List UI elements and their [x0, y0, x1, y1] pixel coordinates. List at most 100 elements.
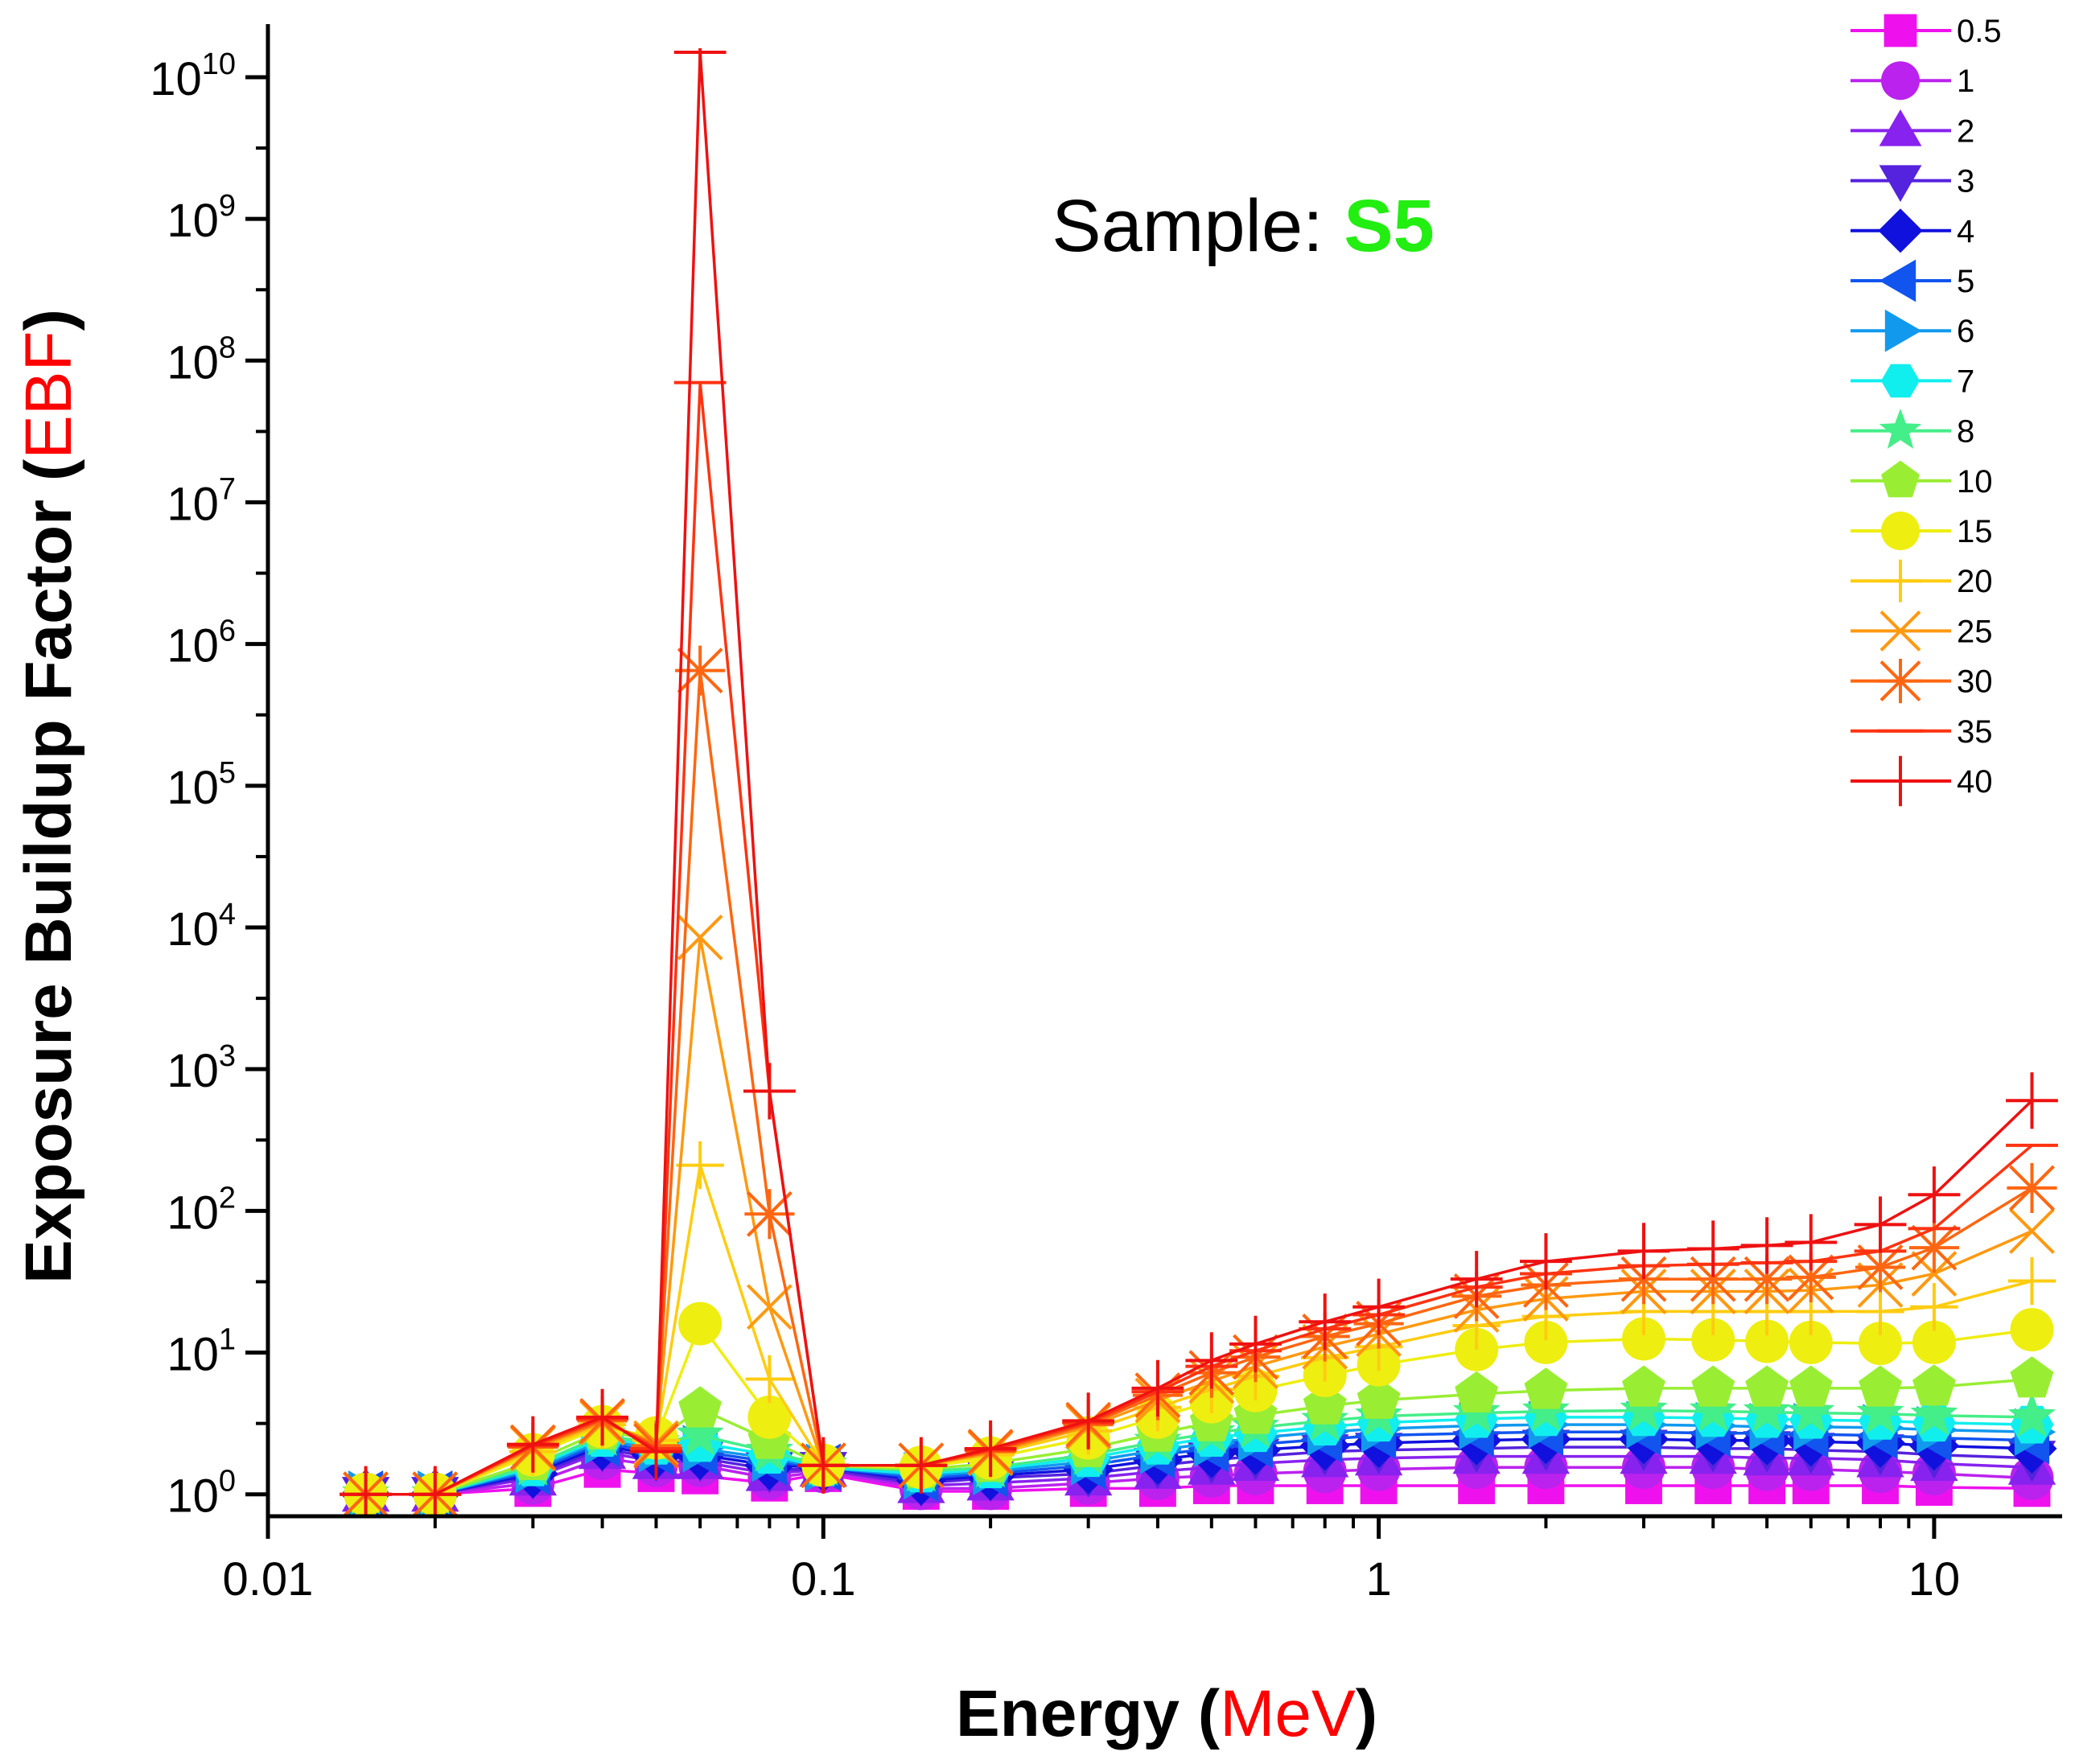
marker — [1455, 1327, 1499, 1371]
y-tick-base: 10 — [167, 1470, 219, 1523]
y-tick-exponent: 3 — [219, 1039, 236, 1073]
legend-label: 4 — [1957, 214, 1974, 249]
marker — [1524, 1367, 1568, 1409]
marker — [1785, 1214, 1838, 1271]
marker — [743, 1063, 796, 1120]
marker — [1621, 1317, 1665, 1361]
legend-label: 25 — [1957, 614, 1993, 649]
y-tick-base: 10 — [167, 1186, 219, 1239]
marker — [1912, 1320, 1956, 1364]
axes: 0.01 0.1 1 10100101102103104105106107108109… — [150, 24, 2062, 1606]
y-axis-title-suffix: ) — [12, 309, 85, 331]
legend-label: 8 — [1957, 414, 1974, 450]
marker — [1745, 1319, 1789, 1363]
y-tick-base: 10 — [167, 336, 219, 389]
marker — [1884, 14, 1917, 47]
marker — [1879, 259, 1916, 302]
marker — [1881, 364, 1920, 398]
y-tick-label: 107 — [167, 472, 236, 530]
marker — [1686, 1220, 1739, 1277]
y-tick-exponent: 5 — [219, 756, 236, 790]
legend-item: 35 — [1851, 714, 1993, 750]
marker — [576, 1388, 629, 1445]
legend-label: 2 — [1957, 113, 1974, 149]
y-tick-label: 103 — [167, 1039, 236, 1097]
marker — [676, 1410, 724, 1456]
legend-label: 20 — [1957, 564, 1993, 599]
marker — [1910, 1390, 1958, 1436]
marker — [1357, 1377, 1401, 1419]
marker — [1691, 1365, 1735, 1407]
marker — [895, 1437, 948, 1494]
legend-item: 3 — [1851, 164, 1974, 202]
y-tick-base: 10 — [167, 195, 219, 247]
marker — [676, 1141, 724, 1190]
legend-item: 30 — [1851, 659, 1993, 704]
marker — [1299, 1293, 1352, 1351]
y-tick-exponent: 0 — [219, 1465, 236, 1499]
legend: 0.5 1 2 3 4 5 6 7 8 10 15 20 25 30 35 40 — [1851, 14, 2002, 807]
legend-label: 1 — [1957, 64, 1974, 99]
marker — [1742, 1254, 1793, 1305]
legend-item: 6 — [1851, 309, 1974, 352]
y-tick-label: 101 — [167, 1323, 236, 1381]
marker — [1881, 460, 1920, 498]
legend-item: 7 — [1851, 364, 1974, 399]
legend-item: 4 — [1851, 208, 1974, 253]
marker — [797, 1437, 850, 1494]
marker — [678, 1386, 723, 1428]
legend-item: 10 — [1851, 460, 1993, 500]
legend-item: 2 — [1851, 109, 1974, 149]
marker — [1856, 1388, 1904, 1434]
marker — [1691, 1318, 1735, 1362]
legend-label: 10 — [1957, 464, 1993, 500]
legend-label: 30 — [1957, 664, 1993, 700]
y-tick-base: 10 — [150, 53, 202, 105]
legend-item: 8 — [1851, 409, 1974, 450]
legend-label: 35 — [1957, 714, 1993, 750]
marker — [1877, 755, 1924, 807]
x-axis-title-prefix: Energy ( — [956, 1677, 1221, 1750]
y-tick-base: 10 — [167, 478, 219, 530]
marker — [1879, 165, 1922, 202]
y-tick-label: 106 — [167, 615, 236, 672]
marker — [747, 1395, 792, 1439]
x-axis-title: Energy (MeV) — [956, 1677, 1377, 1750]
y-tick-base: 10 — [167, 1329, 219, 1381]
y-tick-base: 10 — [167, 1045, 219, 1097]
marker — [1185, 1332, 1238, 1389]
y-tick-label: 108 — [167, 331, 236, 389]
marker — [1620, 1385, 1668, 1431]
marker — [1884, 309, 1922, 352]
marker — [1450, 1251, 1503, 1308]
marker — [2006, 1072, 2058, 1129]
x-tick-label: 0.1 — [791, 1553, 856, 1606]
marker — [2010, 1308, 2054, 1352]
legend-item: 0.5 — [1851, 14, 2002, 49]
y-tick-exponent: 6 — [219, 615, 236, 648]
legend-label: 0.5 — [1957, 14, 2002, 49]
annotation-prefix: Sample: — [1052, 185, 1344, 267]
y-tick-base: 10 — [167, 762, 219, 814]
marker — [1520, 1233, 1572, 1290]
marker — [964, 1420, 1017, 1478]
legend-label: 15 — [1957, 514, 1993, 549]
y-tick-exponent: 8 — [219, 331, 236, 364]
marker — [1878, 659, 1923, 704]
marker — [1062, 1392, 1115, 1449]
marker — [1878, 208, 1923, 253]
y-axis-title: Exposure Buildup Factor (EBF) — [12, 309, 85, 1284]
marker — [2010, 1356, 2054, 1398]
marker — [1908, 1166, 1961, 1223]
y-tick-exponent: 7 — [219, 472, 236, 506]
marker — [1131, 1359, 1184, 1417]
marker — [1455, 1371, 1499, 1412]
y-tick-label: 109 — [167, 189, 236, 247]
marker — [2007, 1392, 2056, 1437]
marker — [1908, 1223, 1959, 1273]
legend-item: 1 — [1851, 61, 1974, 101]
series-layer — [340, 48, 2058, 1516]
marker — [506, 1416, 559, 1473]
y-tick-exponent: 10 — [202, 47, 236, 81]
